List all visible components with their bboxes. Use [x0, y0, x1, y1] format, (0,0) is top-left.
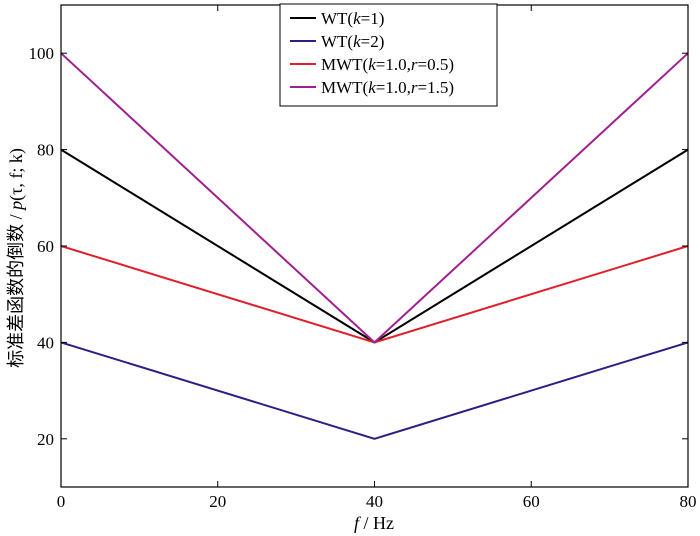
- x-axis-label-var: f: [354, 513, 362, 533]
- legend-label-1: WT(k=1): [321, 9, 384, 28]
- x-tick-label: 40: [366, 492, 383, 511]
- x-axis: 0 20 40 60 80: [57, 5, 697, 511]
- x-tick-label: 20: [209, 492, 226, 511]
- x-axis-label: f / Hz: [354, 513, 394, 533]
- y-axis-label-p: p: [6, 201, 26, 212]
- legend-label-4: MWT(k=1.0,r=1.5): [321, 78, 454, 97]
- legend: WT(k=1) WT(k=2) MWT(k=1.0,r=0.5) MWT(k=1.0,…: [279, 3, 498, 107]
- y-tick-label: 40: [37, 333, 54, 352]
- legend-label-2: WT(k=2): [321, 32, 384, 51]
- x-tick-label: 80: [680, 492, 697, 511]
- series-line-3: [60, 245, 689, 344]
- legend-label-3: MWT(k=1.0,r=0.5): [321, 55, 454, 74]
- series-line-1: [60, 148, 689, 344]
- series-line-4: [60, 52, 689, 344]
- x-tick-label: 0: [57, 492, 66, 511]
- y-axis: 20 40 60 80 100: [29, 44, 688, 449]
- y-axis-label-args: (τ, f; k): [6, 148, 27, 201]
- series-line-2: [60, 341, 689, 440]
- x-tick-label: 60: [523, 492, 540, 511]
- x-axis-label-unit: / Hz: [359, 513, 394, 533]
- plot-lines: [60, 52, 689, 440]
- y-tick-label: 60: [37, 237, 54, 256]
- legend-box: [279, 3, 498, 107]
- y-axis-label-prefix: 标准差函数的倒数 /: [6, 210, 26, 368]
- y-tick-label: 100: [29, 44, 55, 63]
- y-axis-label: 标准差函数的倒数 / p(τ, f; k): [6, 148, 27, 368]
- y-tick-label: 80: [37, 141, 54, 160]
- y-tick-label: 20: [37, 430, 54, 449]
